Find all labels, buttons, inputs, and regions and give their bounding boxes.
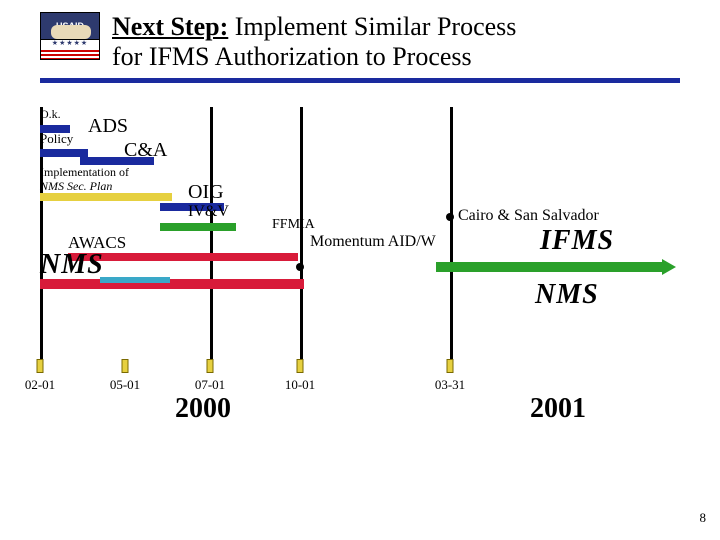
label-nms2: NMS bbox=[535, 279, 599, 311]
milestone-dot bbox=[296, 263, 304, 271]
title-line1: Implement Similar Process bbox=[228, 12, 516, 41]
usaid-logo: USAID bbox=[40, 12, 100, 62]
task-bar bbox=[160, 223, 236, 231]
label-policy: Policy bbox=[40, 131, 73, 147]
label-ivv: IV&V bbox=[188, 203, 229, 221]
task-bar bbox=[40, 149, 88, 157]
label-ok: O.k. bbox=[40, 107, 61, 122]
timeline-vline bbox=[300, 107, 303, 367]
label-momentum: Momentum AID/W bbox=[310, 233, 436, 251]
tick-label: 02-01 bbox=[25, 377, 55, 393]
logo-top: USAID bbox=[40, 12, 100, 40]
tick-label: 10-01 bbox=[285, 377, 315, 393]
milestone-dot bbox=[446, 213, 454, 221]
timeline-tick bbox=[447, 359, 454, 373]
title-line2: for IFMS Authorization to Process bbox=[112, 42, 472, 71]
label-oig: OIG bbox=[188, 181, 224, 204]
label-ads: ADS bbox=[88, 115, 128, 138]
label-cairo: Cairo & San Salvador bbox=[458, 207, 599, 225]
logo-bottom bbox=[40, 40, 100, 60]
handshake-icon bbox=[51, 25, 91, 39]
header: USAID Next Step: Implement Similar Proce… bbox=[0, 0, 720, 72]
timeline-tick bbox=[37, 359, 44, 373]
page-title: Next Step: Implement Similar Process for… bbox=[112, 12, 516, 72]
label-ifms: IFMS bbox=[540, 225, 614, 257]
label-ffmia: FFMIA bbox=[272, 217, 315, 233]
tick-label: 07-01 bbox=[195, 377, 225, 393]
timeline-tick bbox=[297, 359, 304, 373]
label-impl2: NMS Sec. Plan bbox=[40, 179, 112, 194]
label-ca: C&A bbox=[124, 139, 167, 162]
label-nms: NMS bbox=[40, 249, 104, 281]
year-label: 2000 bbox=[175, 393, 231, 425]
timeline-vline bbox=[450, 107, 453, 367]
task-bar bbox=[40, 193, 172, 201]
tick-label: 05-01 bbox=[110, 377, 140, 393]
title-prefix: Next Step: bbox=[112, 12, 228, 41]
timeline-chart: 02-0105-0107-0110-0103-3120002001O.k.Pol… bbox=[40, 107, 680, 407]
timeline-vline bbox=[210, 107, 213, 367]
timeline-tick bbox=[122, 359, 129, 373]
label-impl1: Implementation of bbox=[40, 165, 129, 180]
timeline-tick bbox=[207, 359, 214, 373]
tick-label: 03-31 bbox=[435, 377, 465, 393]
arrow-icon bbox=[436, 259, 676, 275]
title-underline bbox=[40, 78, 680, 83]
nms-bar-overlay bbox=[100, 277, 170, 283]
year-label: 2001 bbox=[530, 393, 586, 425]
nms-bar bbox=[40, 279, 304, 289]
page-number: 8 bbox=[700, 510, 707, 526]
